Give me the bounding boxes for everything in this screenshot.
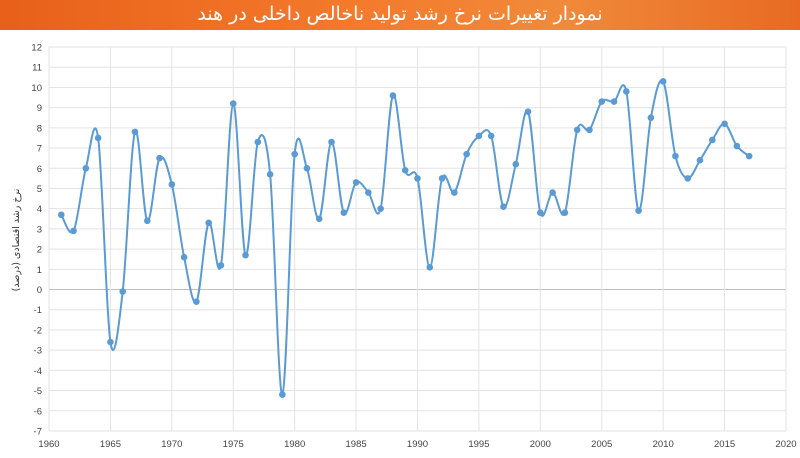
data-point: [733, 142, 741, 150]
data-point: [143, 217, 151, 225]
data-point: [57, 211, 65, 219]
data-points: [57, 78, 753, 398]
y-tick-label: 12: [31, 43, 42, 54]
data-point: [623, 88, 630, 95]
data-point: [647, 114, 655, 122]
x-tick-label: 2020: [775, 439, 796, 450]
y-tick-label: -5: [34, 386, 42, 397]
x-tick-label: 1960: [38, 439, 59, 450]
data-point: [352, 179, 360, 186]
data-point: [549, 189, 556, 196]
data-point: [610, 98, 618, 105]
data-point: [598, 98, 606, 105]
x-tick-label: 1965: [100, 439, 121, 450]
y-tick-label: 1: [37, 265, 42, 276]
data-point: [709, 136, 716, 144]
y-axis-label: نرخ رشد اقتصادی (درصد): [11, 189, 22, 292]
data-point: [696, 156, 704, 164]
title-banner: نمودار تغییرات نرخ رشد تولید ناخالص داخل…: [0, 0, 800, 30]
x-tick-label: 1975: [223, 439, 244, 450]
x-tick-label: 2015: [714, 439, 735, 450]
data-point: [205, 219, 212, 227]
y-tick-label: -7: [34, 427, 42, 438]
data-point: [156, 154, 163, 162]
y-tick-label: 3: [37, 224, 42, 235]
data-point: [537, 209, 544, 217]
data-point: [438, 175, 446, 182]
data-point: [279, 391, 286, 398]
data-point: [229, 100, 237, 107]
data-point: [659, 78, 667, 85]
data-point: [303, 164, 311, 172]
y-tick-label: -3: [34, 346, 42, 357]
y-tick-label: 11: [32, 63, 42, 74]
x-tick-label: 1985: [346, 439, 367, 450]
data-point: [401, 166, 409, 174]
y-tick-label: 8: [37, 123, 42, 134]
data-point: [254, 138, 262, 146]
y-tick-label: 0: [37, 285, 42, 296]
data-point: [70, 227, 77, 235]
data-point: [180, 253, 188, 261]
x-tick-label: 2010: [653, 439, 674, 450]
data-point: [119, 288, 126, 295]
data-point: [291, 150, 298, 158]
chart-title: نمودار تغییرات نرخ رشد تولید ناخالص داخل…: [197, 3, 603, 25]
data-point: [107, 338, 114, 346]
y-tick-label: 2: [37, 245, 42, 256]
data-point: [561, 209, 569, 217]
data-point: [586, 126, 593, 134]
y-tick-label: 6: [37, 164, 42, 175]
data-point: [672, 152, 679, 160]
data-point: [94, 134, 102, 142]
data-point: [131, 128, 139, 136]
data-point: [377, 205, 384, 212]
data-point: [217, 261, 225, 269]
data-point: [721, 120, 728, 128]
x-tick-label: 2005: [591, 439, 612, 450]
data-point: [340, 209, 348, 217]
data-point: [635, 207, 642, 215]
data-point: [315, 215, 323, 223]
y-tick-label: 9: [37, 103, 42, 114]
data-point: [524, 108, 532, 115]
y-tick-label: -4: [34, 366, 42, 377]
data-point: [487, 132, 495, 140]
data-point: [168, 181, 176, 188]
data-point: [512, 160, 520, 168]
data-point: [328, 138, 335, 146]
x-tick-label: 1990: [407, 439, 428, 450]
x-tick-label: 1980: [284, 439, 305, 450]
data-point: [414, 175, 421, 182]
data-point: [193, 298, 200, 305]
data-point: [745, 152, 753, 160]
data-point: [426, 263, 434, 271]
y-tick-label: 10: [31, 83, 42, 94]
data-point: [475, 132, 483, 140]
data-point: [389, 92, 397, 99]
data-point: [266, 171, 274, 178]
y-tick-label: 7: [37, 144, 42, 155]
data-point: [365, 189, 372, 196]
data-point: [573, 126, 581, 134]
x-tick-label: 1970: [161, 439, 182, 450]
y-tick-label: -6: [34, 406, 42, 417]
x-axis-ticks: 1960 1965 1970 1975 1980 1985 1990 1995 2000 2005…: [38, 439, 796, 450]
data-point: [684, 175, 692, 182]
data-point: [463, 150, 470, 158]
x-tick-label: 2000: [530, 439, 551, 450]
grid-lines: [48, 46, 787, 432]
data-point: [242, 251, 249, 259]
y-tick-label: -2: [34, 325, 42, 336]
data-point: [500, 203, 507, 210]
y-tick-label: 4: [37, 204, 42, 215]
x-tick-label: 1995: [468, 439, 489, 450]
y-tick-label: -1: [34, 305, 42, 316]
data-point: [82, 164, 90, 172]
data-point: [451, 189, 458, 196]
y-tick-label: 5: [37, 184, 42, 195]
